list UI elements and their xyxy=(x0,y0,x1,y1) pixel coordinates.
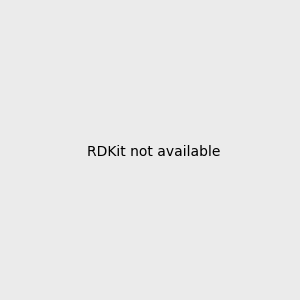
Text: RDKit not available: RDKit not available xyxy=(87,145,220,158)
